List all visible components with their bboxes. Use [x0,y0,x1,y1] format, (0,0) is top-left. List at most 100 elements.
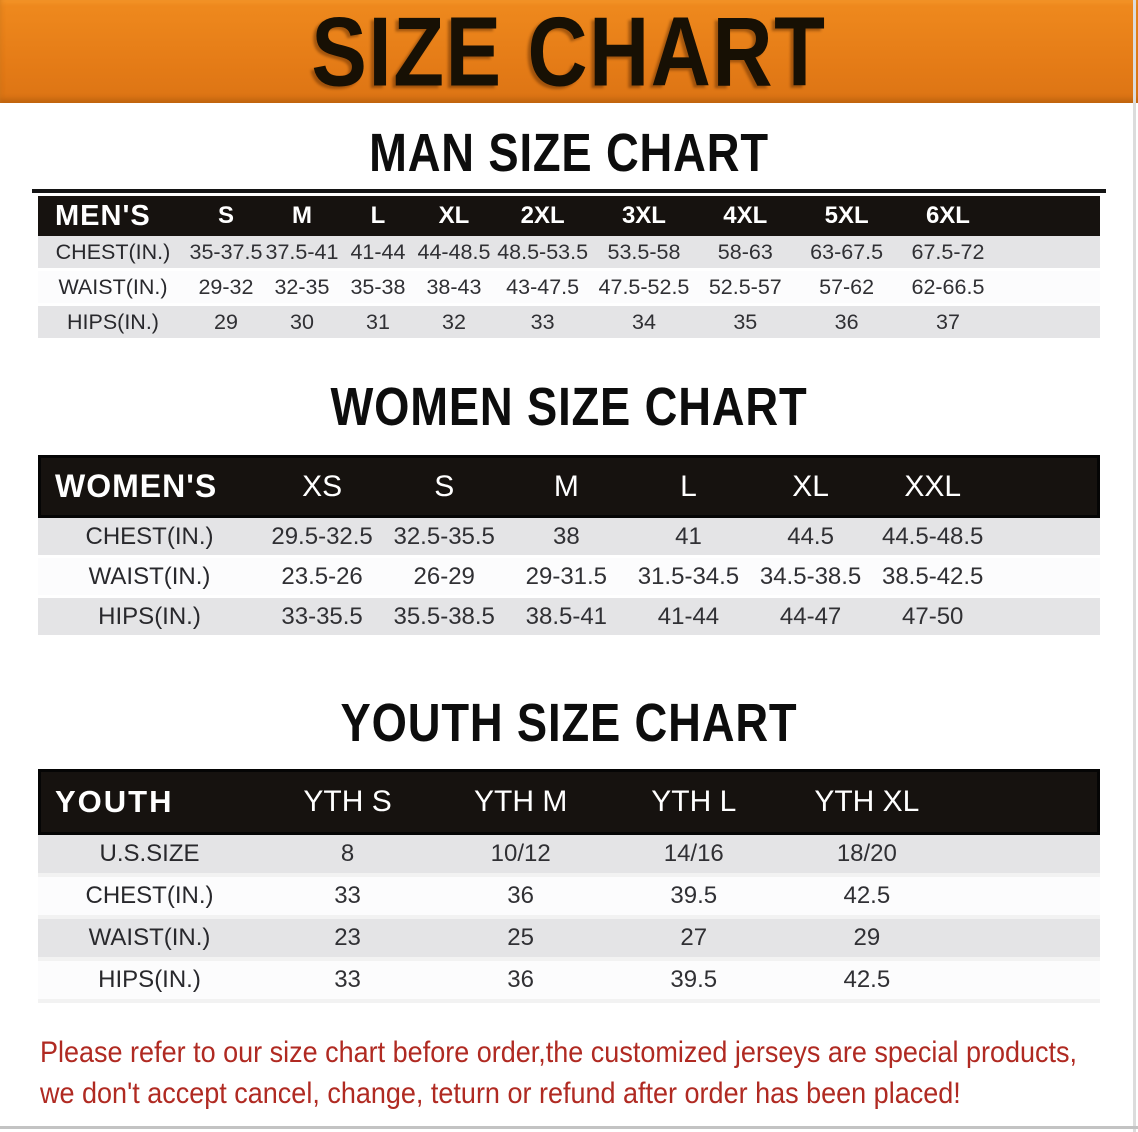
row-spacer-cell [953,877,1100,919]
row-spacer-cell [998,236,1100,271]
row-spacer-cell [998,271,1100,306]
section-heading-men: MAN SIZE CHART [369,123,769,183]
table-cell: 37 [897,306,999,341]
table-cell: 48.5-53.5 [491,236,594,271]
row-label: WAIST(IN.) [38,558,262,598]
size-column-header: YTH S [261,769,435,835]
table-cell: 41-44 [627,598,750,638]
table-cell: 39.5 [607,877,781,919]
table-row: WAIST(IN.) 23 25 27 29 [38,919,1100,961]
table-cell: 38.5-41 [505,598,628,638]
row-spacer-cell [953,961,1100,1003]
table-cell: 58-63 [694,236,796,271]
table-row: U.S.SIZE 8 10/12 14/16 18/20 [38,835,1100,877]
page-edge-artifact-right [1133,0,1136,1132]
table-cell: 23.5-26 [261,558,384,598]
row-label: CHEST(IN.) [38,518,262,558]
row-label: U.S.SIZE [38,835,262,877]
table-cell: 32-35 [263,271,340,306]
notice-line-1: Please refer to our size chart before or… [40,1036,1078,1069]
table-cell: 32 [415,306,492,341]
table-cell: 41-44 [339,236,416,271]
table-cell: 14/16 [607,835,781,877]
table-cell: 38.5-42.5 [871,558,994,598]
table-cell: 57-62 [795,271,898,306]
table-cell: 44-47 [749,598,872,638]
table-cell: 44-48.5 [415,236,492,271]
size-column-header: YTH XL [780,769,954,835]
table-cell: 29-31.5 [505,558,628,598]
table-cell: 31 [339,306,416,341]
banner: SIZE CHART [0,0,1138,103]
table-cell: 29 [780,919,954,961]
table-row: CHEST(IN.) 29.5-32.5 32.5-35.5 38 41 44.5 44.5… [38,518,1100,558]
size-column-header: S [187,196,264,236]
row-label: HIPS(IN.) [38,598,262,638]
table-cell: 33-35.5 [261,598,384,638]
table-cell: 8 [261,835,435,877]
table-cell: 35 [694,306,796,341]
table-row: CHEST(IN.) 35-37.5 37.5-41 41-44 44-48.5 48.5… [38,236,1100,271]
table-cell: 62-66.5 [897,271,999,306]
table-cell: 10/12 [434,835,608,877]
size-column-header: XL [415,196,492,236]
row-label: WAIST(IN.) [38,271,188,306]
table-cell: 33 [261,961,435,1003]
size-column-header: M [263,196,340,236]
table-cell: 29-32 [187,271,264,306]
table-cell: 35-38 [339,271,416,306]
header-spacer-cell [998,196,1100,236]
table-cell: 42.5 [780,877,954,919]
size-column-header: XXL [871,455,994,518]
section-heading-row: YOUTH SIZE CHART [0,696,1138,750]
table-cell: 47.5-52.5 [593,271,695,306]
section-heading-women: WOMEN SIZE CHART [330,377,808,437]
table-cell: 23 [261,919,435,961]
row-spacer-cell [993,558,1100,598]
size-section-youth: YOUTH SIZE CHART YOUTH YTH S YTH M YTH L YTH … [0,696,1138,1003]
size-column-header: 4XL [694,196,796,236]
table-cell: 25 [434,919,608,961]
table-cell: 36 [434,877,608,919]
table-cell: 34 [593,306,695,341]
section-heading-row: MAN SIZE CHART [0,126,1138,180]
table-row: HIPS(IN.) 33-35.5 35.5-38.5 38.5-41 41-44 44-… [38,598,1100,638]
table-cell: 67.5-72 [897,236,999,271]
row-label: WAIST(IN.) [38,919,262,961]
row-spacer-cell [998,306,1100,341]
footer-notice: Please refer to our size chart before or… [40,1033,1078,1114]
table-cell: 38-43 [415,271,492,306]
table-cell: 30 [263,306,340,341]
youth-size-table: YOUTH YTH S YTH M YTH L YTH XL U.S.SIZE 8 10/12… [38,769,1100,1003]
size-column-header: YTH M [434,769,608,835]
row-spacer-cell [993,518,1100,558]
size-column-header: 2XL [491,196,594,236]
size-column-header: M [505,455,628,518]
table-cell: 43-47.5 [491,271,594,306]
table-row: WAIST(IN.) 29-32 32-35 35-38 38-43 43-47.5 47.… [38,271,1100,306]
row-label: CHEST(IN.) [38,236,188,271]
size-column-header: 6XL [897,196,999,236]
table-header-row: WOMEN'S XS S M L XL XXL [38,455,1100,518]
row-spacer-cell [953,835,1100,877]
header-spacer-cell [993,455,1100,518]
table-row: CHEST(IN.) 33 36 39.5 42.5 [38,877,1100,919]
size-column-header: L [339,196,416,236]
table-cell: 31.5-34.5 [627,558,750,598]
row-label: CHEST(IN.) [38,877,262,919]
table-corner-label: YOUTH [38,769,262,835]
page-edge-artifact-bottom [0,1126,1138,1129]
size-column-header: S [383,455,506,518]
page-title: SIZE CHART [311,0,827,107]
row-spacer-cell [953,919,1100,961]
table-cell: 63-67.5 [795,236,898,271]
table-cell: 29 [187,306,264,341]
table-header-row: MEN'S S M L XL 2XL 3XL 4XL 5XL 6XL [38,196,1100,236]
row-label: HIPS(IN.) [38,961,262,1003]
table-cell: 34.5-38.5 [749,558,872,598]
table-cell: 35.5-38.5 [383,598,506,638]
women-size-table: WOMEN'S XS S M L XL XXL CHEST(IN.) 29.5-32.5 32.5… [38,455,1100,638]
table-cell: 35-37.5 [187,236,264,271]
section-heading-youth: YOUTH SIZE CHART [340,693,798,753]
size-column-header: YTH L [607,769,781,835]
